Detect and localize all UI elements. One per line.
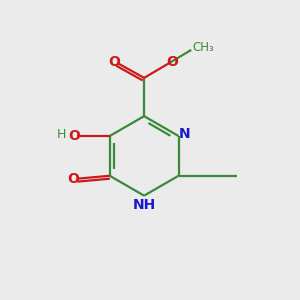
Text: CH₃: CH₃	[193, 41, 214, 54]
Text: O: O	[167, 55, 178, 69]
Text: NH: NH	[133, 198, 156, 212]
Text: N: N	[179, 127, 191, 141]
Text: O: O	[68, 129, 80, 143]
Text: O: O	[108, 55, 120, 69]
Text: H: H	[56, 128, 66, 141]
Text: O: O	[67, 172, 79, 186]
